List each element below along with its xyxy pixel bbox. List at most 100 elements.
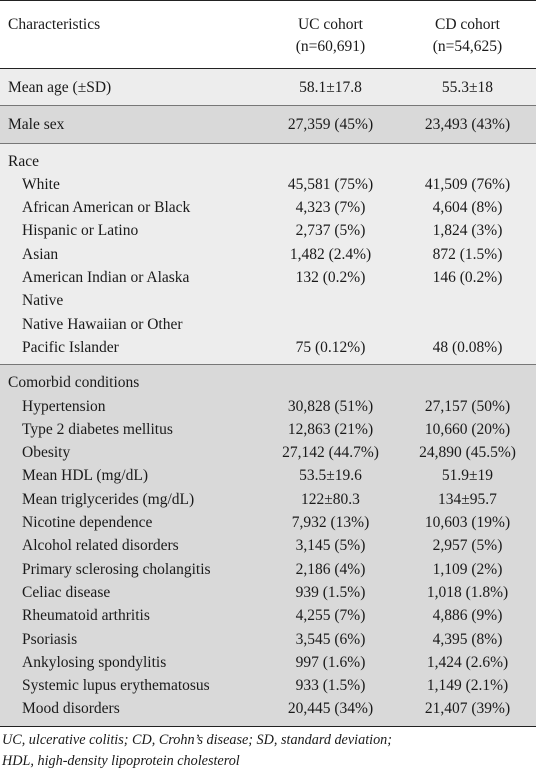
row-label: Hypertension xyxy=(22,397,106,415)
uc-value: 939 (1.5%) xyxy=(295,583,366,601)
cd-value: 21,407 (39%) xyxy=(424,700,511,718)
table-row: Psoriasis 3,545 (6%) 4,395 (8%) xyxy=(0,627,536,651)
cd-value xyxy=(399,313,536,336)
row-label: Asian xyxy=(22,245,59,263)
table-footnote: UC, ulcerative colitis; CD, Crohn’s dise… xyxy=(0,727,536,772)
row-label: Hispanic or Latino xyxy=(22,222,139,240)
section-comorbid-title: Comorbid conditions xyxy=(8,374,140,392)
row-male-sex: Male sex 27,359 (45%) 23,493 (43%) xyxy=(0,105,536,144)
cd-value: 1,424 (2.6%) xyxy=(426,653,509,671)
header-cd-name: CD cohort xyxy=(434,16,500,33)
header-uc-n: (n=60,691) xyxy=(295,38,366,55)
cd-value xyxy=(399,289,536,312)
row-label: Native Hawaiian or Other xyxy=(22,315,183,333)
uc-value: 27,142 (44.7%) xyxy=(282,444,379,462)
table-row: Rheumatoid arthritis 4,255 (7%) 4,886 (9… xyxy=(0,604,536,628)
table-row: Nicotine dependence 7,932 (13%) 10,603 (… xyxy=(0,511,536,535)
uc-value: 20,445 (34%) xyxy=(287,700,374,718)
cd-value: 24,890 (45.5%) xyxy=(419,444,516,462)
uc-value: 75 (0.12%) xyxy=(295,338,366,356)
uc-value: 2,186 (4%) xyxy=(295,560,366,578)
header-cd-n: (n=54,625) xyxy=(432,38,503,55)
cd-value: 1,824 (3%) xyxy=(432,222,503,240)
table-row: Native xyxy=(0,289,536,313)
row-label: Type 2 diabetes mellitus xyxy=(22,420,173,438)
row-label: Mean triglycerides (mg/dL) xyxy=(22,490,195,508)
row-label: White xyxy=(22,175,60,193)
table-header-row: Characteristics UC cohort (n=60,691) CD … xyxy=(0,0,536,69)
table-row: Hypertension 30,828 (51%) 27,157 (50%) xyxy=(0,394,536,418)
table-row: Type 2 diabetes mellitus 12,863 (21%) 10… xyxy=(0,417,536,442)
uc-value: 3,545 (6%) xyxy=(295,630,366,648)
row-mean-age: Mean age (±SD) 58.1±17.8 55.3±18 xyxy=(0,68,536,106)
section-race-title-row: Race xyxy=(0,143,536,173)
cd-value: 2,957 (5%) xyxy=(432,537,503,555)
uc-value: 4,323 (7%) xyxy=(295,199,366,217)
uc-value: 2,737 (5%) xyxy=(295,222,366,240)
cd-value: 1,109 (2%) xyxy=(432,560,503,578)
row-label: Mood disorders xyxy=(22,700,120,718)
header-uc-cohort: UC cohort (n=60,691) xyxy=(262,1,399,69)
row-label: Mean HDL (mg/dL) xyxy=(22,467,148,485)
uc-value: 53.5±19.6 xyxy=(299,467,362,485)
cd-value: 134±95.7 xyxy=(438,490,497,508)
cd-value: 10,603 (19%) xyxy=(424,514,511,532)
table-row: Ankylosing spondylitis 997 (1.6%) 1,424 … xyxy=(0,650,536,675)
row-label: Rheumatoid arthritis xyxy=(22,607,150,625)
table-row: Mean triglycerides (mg/dL) 122±80.3 134±… xyxy=(0,487,536,512)
header-characteristics: Characteristics xyxy=(8,16,101,33)
row-label: Alcohol related disorders xyxy=(22,537,179,555)
header-uc-name: UC cohort xyxy=(297,16,363,33)
table-row: Celiac disease 939 (1.5%) 1,018 (1.8%) xyxy=(0,580,536,605)
uc-value: 122±80.3 xyxy=(301,490,360,508)
row-label: Mean age (±SD) xyxy=(8,79,112,96)
table-row: Obesity 27,142 (44.7%) 24,890 (45.5%) xyxy=(0,441,536,465)
row-label: Primary sclerosing cholangitis xyxy=(22,560,211,578)
uc-value: 30,828 (51%) xyxy=(287,397,374,415)
footnote-line-1: UC, ulcerative colitis; CD, Crohn’s dise… xyxy=(2,731,392,748)
uc-value: 7,932 (13%) xyxy=(291,514,370,532)
table-row: Pacific Islander 75 (0.12%) 48 (0.08%) xyxy=(0,335,536,365)
table-row: Asian 1,482 (2.4%) 872 (1.5%) xyxy=(0,242,536,267)
cd-value: 4,395 (8%) xyxy=(432,630,503,648)
cd-value: 27,157 (50%) xyxy=(424,397,511,415)
uc-value: 132 (0.2%) xyxy=(295,269,366,287)
cd-value: 10,660 (20%) xyxy=(424,420,511,438)
uc-value: 12,863 (21%) xyxy=(287,420,374,438)
cd-value: 41,509 (76%) xyxy=(424,175,511,193)
row-label: Native xyxy=(22,292,64,310)
table-row: Alcohol related disorders 3,145 (5%) 2,9… xyxy=(0,534,536,558)
table-row: White 45,581 (75%) 41,509 (76%) xyxy=(0,172,536,197)
row-label: Nicotine dependence xyxy=(22,514,153,532)
row-label: African American or Black xyxy=(22,199,191,217)
row-label: Pacific Islander xyxy=(22,338,119,356)
uc-value: 58.1±17.8 xyxy=(299,79,362,96)
cd-value: 146 (0.2%) xyxy=(432,269,503,287)
header-cd-cohort: CD cohort (n=54,625) xyxy=(399,1,536,69)
uc-value: 997 (1.6%) xyxy=(295,653,366,671)
uc-value: 933 (1.5%) xyxy=(295,677,366,695)
cd-value: 48 (0.08%) xyxy=(432,338,503,356)
cd-value: 1,149 (2.1%) xyxy=(426,677,509,695)
table-row: Mean HDL (mg/dL) 53.5±19.6 51.9±19 xyxy=(0,464,536,488)
cd-value: 55.3±18 xyxy=(441,79,494,96)
section-race-title: Race xyxy=(8,152,39,170)
cd-value: 872 (1.5%) xyxy=(432,245,503,263)
uc-value: 45,581 (75%) xyxy=(287,175,374,193)
cd-value: 1,018 (1.8%) xyxy=(426,583,509,601)
table-row: Mood disorders 20,445 (34%) 21,407 (39%) xyxy=(0,697,536,727)
cd-value: 23,493 (43%) xyxy=(424,116,511,134)
cd-value: 4,604 (8%) xyxy=(432,199,503,217)
table-row: Native Hawaiian or Other xyxy=(0,312,536,336)
section-comorbid-title-row: Comorbid conditions xyxy=(0,364,536,395)
table-row: African American or Black 4,323 (7%) 4,6… xyxy=(0,196,536,220)
table-row: Hispanic or Latino 2,737 (5%) 1,824 (3%) xyxy=(0,219,536,243)
table-row: American Indian or Alaska 132 (0.2%) 146… xyxy=(0,266,536,290)
row-label: Systemic lupus erythematosus xyxy=(22,677,210,695)
uc-value xyxy=(262,289,399,312)
uc-value: 27,359 (45%) xyxy=(287,116,374,134)
row-label: Celiac disease xyxy=(22,583,111,601)
cd-value: 4,886 (9%) xyxy=(432,607,503,625)
footnote-line-2: HDL, high-density lipoprotein cholestero… xyxy=(2,752,240,769)
